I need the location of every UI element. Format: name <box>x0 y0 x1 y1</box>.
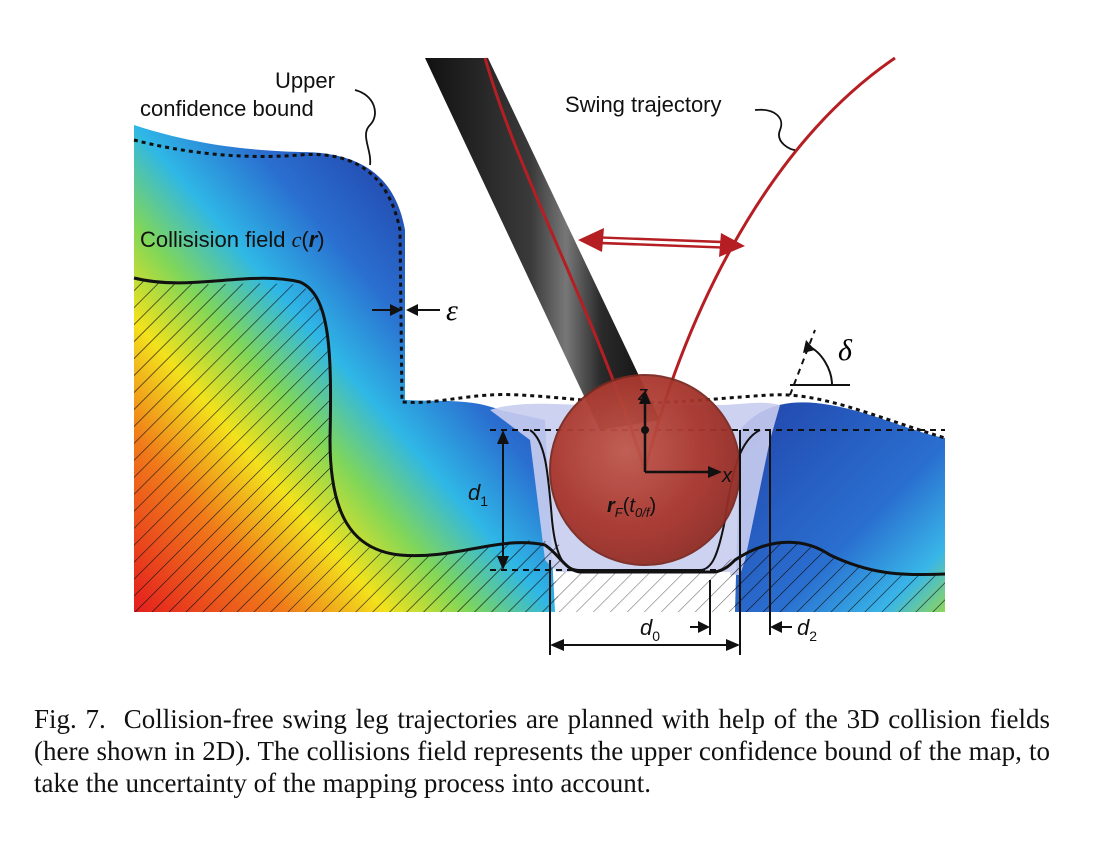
d2-label: d2 <box>797 615 817 644</box>
upper-bound-label-line1: Upper <box>275 68 335 93</box>
d1-dimension <box>497 430 509 570</box>
upper-bound-leader <box>354 89 376 166</box>
d1-label: d1 <box>468 480 488 509</box>
collision-field-figure: Upper confidence bound Swing trajectory … <box>133 56 946 655</box>
caption-text: Collision-free swing leg trajectories ar… <box>34 704 1050 798</box>
foot-frame-axes <box>639 390 722 478</box>
robot-leg <box>425 58 660 430</box>
swing-trajectory-label: Swing trajectory <box>565 92 722 117</box>
epsilon-marker <box>372 304 440 316</box>
swing-trajectory-leader <box>754 108 796 151</box>
delta-slope-line <box>789 329 816 396</box>
collision-field-label: Collisision field c(r) <box>140 227 325 252</box>
upper-bound-label-line2: confidence bound <box>140 96 314 121</box>
delta-label: δ <box>838 334 853 367</box>
axis-x-label: x <box>721 465 733 487</box>
clearance-arrow <box>578 228 745 257</box>
terrain-surface <box>133 276 946 577</box>
figure-number: Fig. 7. <box>34 704 106 734</box>
ground-hatch-right <box>720 542 945 612</box>
epsilon-label: ε <box>446 294 458 327</box>
delta-arc <box>807 345 833 386</box>
d0-dimension <box>549 430 741 655</box>
foot-position-label: rF(t0/f) <box>607 495 656 520</box>
figure-caption: Fig. 7. Collision-free swing leg trajecto… <box>34 703 1050 799</box>
axis-z-label: z <box>637 383 648 405</box>
ground-hatch-left <box>134 278 565 612</box>
d0-label: d0 <box>640 615 660 644</box>
d2-dimension <box>690 430 792 635</box>
